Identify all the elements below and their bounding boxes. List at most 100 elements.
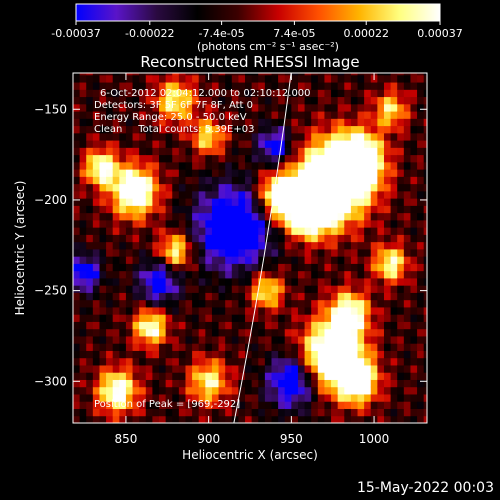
heatmap-cell bbox=[271, 176, 279, 185]
heatmap-cell bbox=[172, 74, 180, 83]
heatmap-cell bbox=[119, 73, 127, 76]
heatmap-cell bbox=[185, 227, 193, 235]
heatmap-cell bbox=[383, 350, 392, 359]
heatmap-cell bbox=[139, 234, 147, 243]
heatmap-cell bbox=[331, 96, 339, 105]
heatmap-cell bbox=[423, 256, 427, 264]
heatmap-cell bbox=[218, 176, 226, 185]
heatmap-cell bbox=[159, 183, 167, 192]
heatmap-cell bbox=[397, 357, 405, 366]
heatmap-cell bbox=[410, 350, 418, 359]
heatmap-cell bbox=[245, 132, 253, 141]
heatmap-cell bbox=[304, 132, 312, 141]
heatmap-cell bbox=[106, 234, 114, 243]
heatmap-cell bbox=[112, 212, 120, 221]
heatmap-cell bbox=[258, 335, 266, 344]
heatmap-cell bbox=[86, 198, 94, 206]
heatmap-cell bbox=[112, 277, 120, 286]
heatmap-cell bbox=[218, 96, 226, 105]
heatmap-cell bbox=[172, 234, 180, 243]
heatmap-cell bbox=[139, 125, 147, 134]
heatmap-cell bbox=[112, 343, 120, 351]
heatmap-cell bbox=[152, 285, 160, 293]
heatmap-cell bbox=[278, 263, 286, 272]
heatmap-cell bbox=[245, 73, 253, 76]
heatmap-cell bbox=[172, 256, 180, 264]
heatmap-cell bbox=[139, 74, 147, 83]
heatmap-cell bbox=[264, 386, 273, 395]
heatmap-cell bbox=[145, 227, 153, 235]
heatmap-cell bbox=[337, 89, 345, 98]
heatmap-cell bbox=[73, 169, 81, 177]
heatmap-cell bbox=[119, 263, 127, 272]
heatmap-cell bbox=[238, 198, 246, 206]
heatmap-cell bbox=[271, 401, 279, 409]
heatmap-cell bbox=[225, 118, 233, 127]
heatmap-cell bbox=[337, 299, 345, 308]
heatmap-cell bbox=[119, 140, 127, 148]
heatmap-cell bbox=[370, 379, 378, 388]
heatmap-cell bbox=[317, 205, 325, 214]
heatmap-cell bbox=[291, 169, 299, 177]
heatmap-cell bbox=[106, 408, 114, 417]
heatmap-cell bbox=[218, 73, 226, 76]
heatmap-cell bbox=[344, 248, 352, 257]
heatmap-cell bbox=[231, 335, 239, 344]
heatmap-cell bbox=[410, 74, 418, 83]
heatmap-cell bbox=[251, 408, 259, 417]
heatmap-cell bbox=[205, 386, 213, 395]
heatmap-cell bbox=[417, 292, 425, 301]
heatmap-cell bbox=[119, 415, 127, 423]
heatmap-cell bbox=[159, 74, 167, 83]
heatmap-cell bbox=[92, 393, 100, 402]
heatmap-cell bbox=[271, 277, 279, 286]
heatmap-cell bbox=[251, 132, 259, 141]
heatmap-cell bbox=[331, 169, 339, 177]
heatmap-cell bbox=[251, 161, 259, 170]
heatmap-cell bbox=[198, 205, 206, 214]
heatmap-cell bbox=[324, 132, 332, 141]
heatmap-cell bbox=[112, 321, 120, 330]
heatmap-cell bbox=[337, 357, 345, 366]
heatmap-cell bbox=[145, 335, 153, 344]
heatmap-cell bbox=[291, 372, 299, 380]
heatmap-cell bbox=[258, 357, 266, 366]
heatmap-cell bbox=[271, 212, 279, 221]
heatmap-cell bbox=[112, 103, 120, 112]
heatmap-cell bbox=[231, 103, 239, 112]
x-tick-label: 900 bbox=[197, 432, 220, 446]
heatmap-cell bbox=[119, 169, 127, 177]
heatmap-cell bbox=[390, 103, 398, 112]
heatmap-cell bbox=[350, 190, 359, 199]
heatmap-cell bbox=[139, 270, 147, 279]
heatmap-cell bbox=[324, 408, 332, 417]
heatmap-cell bbox=[145, 89, 153, 98]
heatmap-cell bbox=[370, 270, 378, 279]
heatmap-cell bbox=[264, 343, 273, 351]
heatmap-cell bbox=[172, 335, 180, 344]
heatmap-cell bbox=[218, 343, 226, 351]
heatmap-cell bbox=[357, 306, 365, 315]
heatmap-cell bbox=[145, 190, 153, 199]
heatmap-cell bbox=[172, 227, 180, 235]
heatmap-cell bbox=[264, 241, 273, 250]
heatmap-cell bbox=[198, 408, 206, 417]
heatmap-cell bbox=[159, 212, 167, 221]
heatmap-cell bbox=[258, 256, 266, 264]
heatmap-cell bbox=[238, 169, 246, 177]
heatmap-cell bbox=[73, 277, 81, 286]
heatmap-cell bbox=[370, 169, 378, 177]
heatmap-cell bbox=[125, 234, 134, 243]
heatmap-cell bbox=[324, 183, 332, 192]
heatmap-cell bbox=[370, 183, 378, 192]
heatmap-cell bbox=[383, 299, 392, 308]
heatmap-cell bbox=[317, 161, 325, 170]
heatmap-cell bbox=[364, 321, 372, 330]
heatmap-cell bbox=[297, 73, 306, 76]
heatmap-cell bbox=[73, 190, 81, 199]
heatmap-cell bbox=[139, 154, 147, 163]
heatmap-cell bbox=[205, 357, 213, 366]
heatmap-cell bbox=[297, 161, 306, 170]
heatmap-cell bbox=[79, 328, 87, 337]
heatmap-cell bbox=[417, 96, 425, 105]
